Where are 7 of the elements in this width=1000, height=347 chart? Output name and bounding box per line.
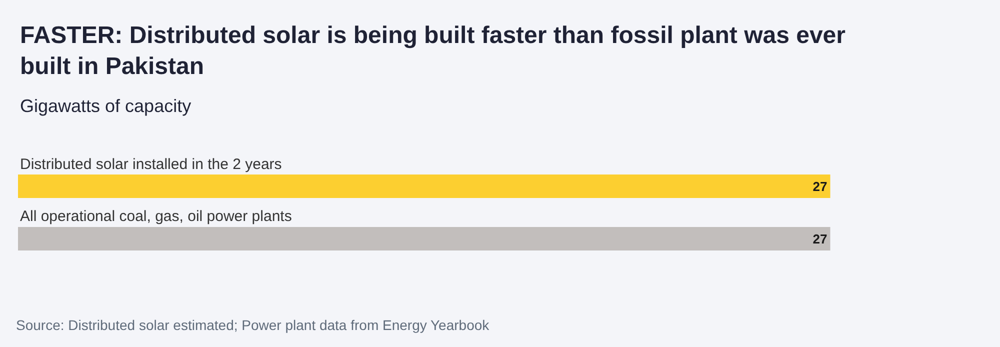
- chart-title: FASTER: Distributed solar is being built faster than fossil plant was ever built in Pakistan: [20, 22, 846, 80]
- y-tick-label: All operational coal, gas, oil power plants: [20, 208, 292, 225]
- data-label: 27: [812, 231, 828, 246]
- data-label: 27: [812, 178, 828, 194]
- y-tick-label: Distributed solar installed in the 2 years: [20, 156, 282, 173]
- chart-subtitle: Gigawatts of capacity: [20, 96, 192, 116]
- source-note: Source: Distributed solar estimated; Power plant data from Energy Yearbook: [16, 317, 490, 333]
